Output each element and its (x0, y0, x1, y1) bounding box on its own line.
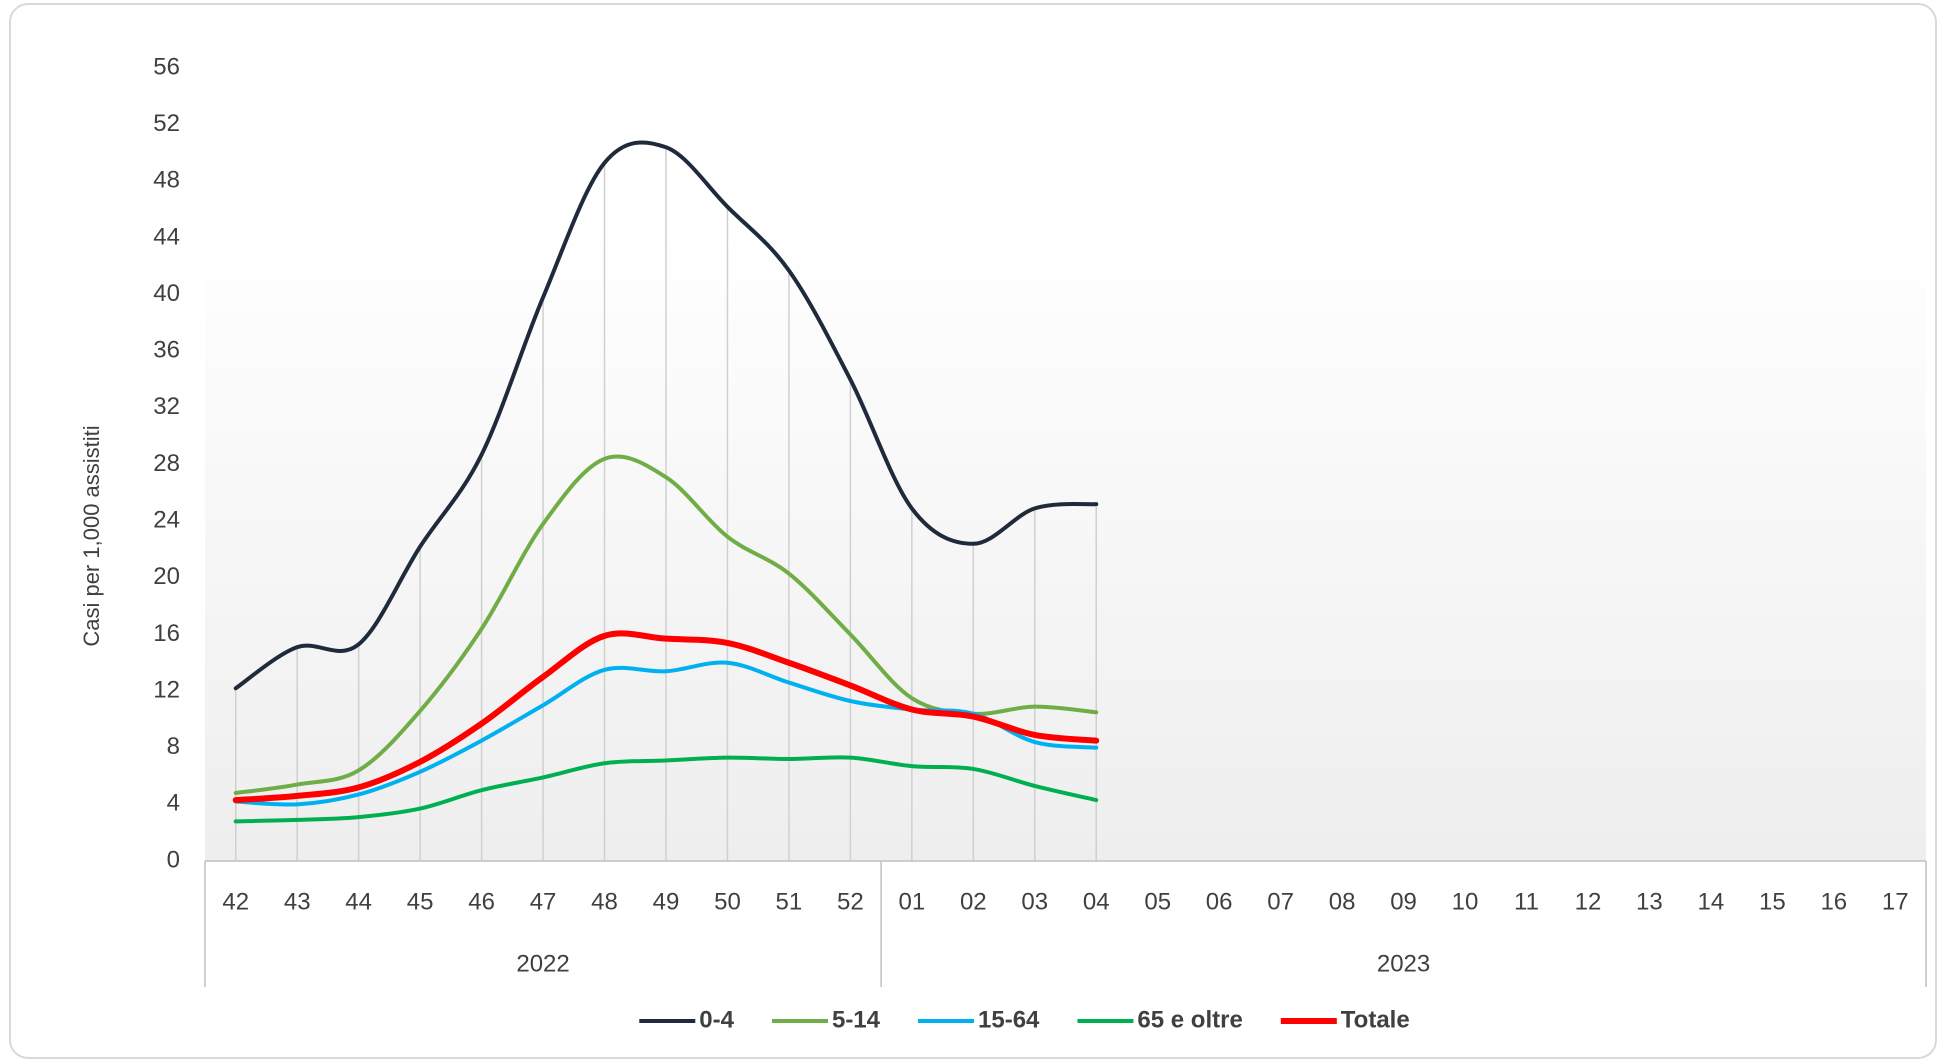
x-tick-label: 44 (345, 888, 372, 915)
y-tick-label: 32 (153, 393, 180, 420)
y-tick-label: 44 (153, 223, 180, 250)
legend-label: Totale (1341, 1006, 1410, 1033)
x-tick-label: 47 (530, 888, 557, 915)
x-tick-label: 01 (898, 888, 925, 915)
series-line (233, 140, 1099, 691)
y-tick-label: 24 (153, 506, 180, 533)
x-tick-label: 06 (1206, 888, 1233, 915)
x-tick-label: 51 (776, 888, 803, 915)
series-line (233, 755, 1099, 824)
y-tick-label: 36 (153, 337, 180, 364)
x-tick-label: 11 (1514, 888, 1539, 915)
x-tick-label: 15 (1759, 888, 1786, 915)
x-tick-label: 48 (591, 888, 618, 915)
x-group-label: 2022 (516, 950, 569, 977)
y-tick-label: 48 (153, 167, 180, 194)
y-tick-label: 8 (167, 733, 180, 760)
x-tick-label: 13 (1636, 888, 1663, 915)
x-group-label: 2023 (1377, 950, 1430, 977)
x-tick-label: 14 (1698, 888, 1725, 915)
y-tick-label: 4 (167, 790, 180, 817)
legend-label: 15-64 (978, 1006, 1040, 1033)
x-tick-label: 09 (1390, 888, 1417, 915)
x-tick-label: 10 (1452, 888, 1479, 915)
x-tick-label: 16 (1820, 888, 1847, 915)
x-tick-label: 50 (714, 888, 741, 915)
x-tick-label: 05 (1144, 888, 1171, 915)
y-tick-label: 0 (167, 846, 180, 873)
y-tick-label: 16 (153, 620, 180, 647)
x-tick-label: 02 (960, 888, 987, 915)
x-tick-label: 52 (837, 888, 864, 915)
y-tick-label: 12 (153, 676, 180, 703)
y-tick-label: 28 (153, 450, 180, 477)
x-tick-label: 49 (653, 888, 680, 915)
series-line (232, 630, 1100, 804)
x-tick-label: 03 (1021, 888, 1048, 915)
x-tick-label: 08 (1329, 888, 1356, 915)
x-tick-label: 12 (1575, 888, 1602, 915)
x-tick-label: 46 (468, 888, 495, 915)
series-line (233, 660, 1099, 807)
x-tick-label: 42 (222, 888, 249, 915)
series-line (233, 454, 1099, 796)
x-tick-label: 45 (407, 888, 434, 915)
y-tick-label: 56 (153, 53, 180, 80)
plot-area (205, 68, 1926, 861)
x-tick-label: 04 (1083, 888, 1110, 915)
y-tick-label: 40 (153, 280, 180, 307)
x-tick-label: 07 (1267, 888, 1294, 915)
y-tick-label: 20 (153, 563, 180, 590)
x-tick-label: 43 (284, 888, 311, 915)
x-tick-label: 17 (1882, 888, 1909, 915)
legend-label: 0-4 (699, 1006, 734, 1033)
legend-label: 65 e oltre (1137, 1006, 1242, 1033)
y-tick-label: 52 (153, 110, 180, 137)
y-axis-label: Casi per 1,000 assistiti (79, 425, 104, 646)
legend-label: 5-14 (832, 1006, 881, 1033)
